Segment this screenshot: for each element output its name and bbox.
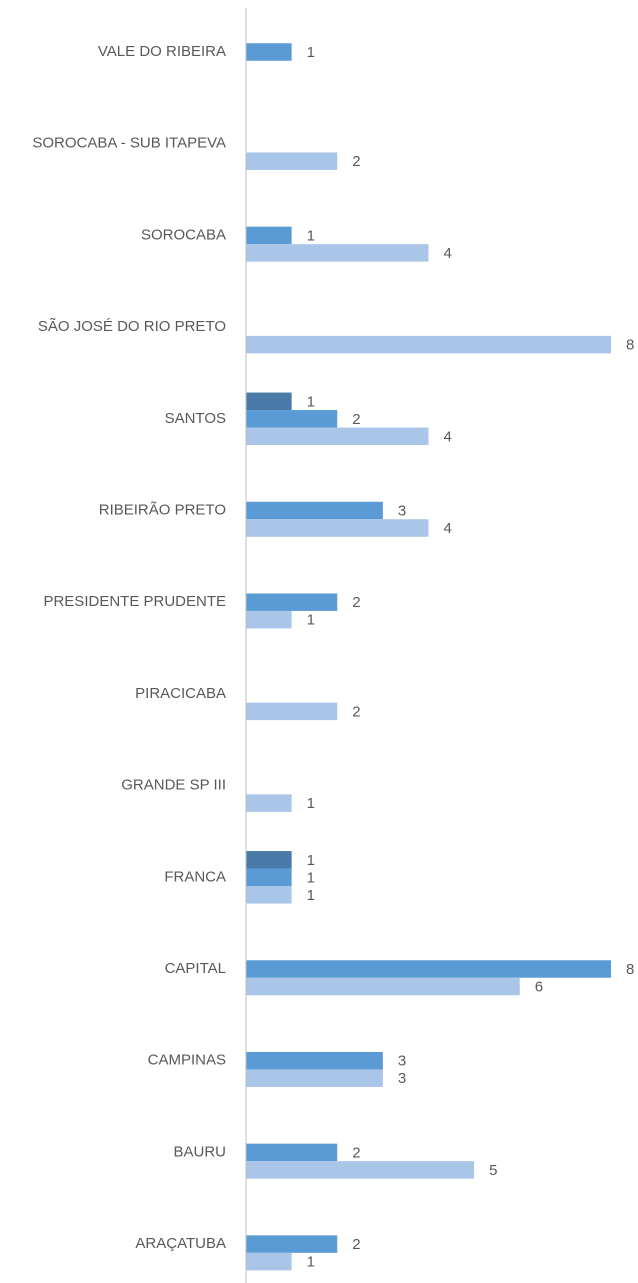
- data-label: 6: [535, 978, 543, 995]
- bar: [246, 702, 338, 721]
- y-tick-label: CAPITAL: [165, 960, 226, 977]
- y-tick-label: PIRACICABA: [135, 685, 226, 702]
- data-label: 8: [626, 337, 634, 354]
- data-label: 3: [398, 1053, 406, 1070]
- data-label: 2: [352, 153, 360, 170]
- bar: [246, 519, 429, 537]
- bar: [246, 610, 292, 629]
- bar: [246, 410, 338, 428]
- bar: [246, 886, 292, 904]
- y-tick-label: FRANCA: [164, 868, 226, 885]
- y-tick-label: CAMPINAS: [148, 1052, 226, 1069]
- data-label: 4: [444, 428, 452, 445]
- bar: [246, 868, 292, 887]
- bar: [246, 1252, 292, 1271]
- data-label: 1: [307, 869, 315, 886]
- bar: [246, 1069, 383, 1087]
- data-label: 2: [352, 703, 360, 720]
- bar: [246, 1143, 338, 1162]
- y-tick-label: VALE DO RIBEIRA: [98, 43, 226, 60]
- data-label: 1: [307, 795, 315, 812]
- y-tick-label: SOROCABA: [141, 226, 226, 243]
- y-tick-label: PRESIDENTE PRUDENTE: [43, 593, 226, 610]
- bar: [246, 1235, 338, 1253]
- data-label: 1: [307, 887, 315, 904]
- bar: [246, 226, 292, 245]
- data-label: 2: [352, 411, 360, 428]
- y-tick-label: ARAÇATUBA: [135, 1235, 226, 1252]
- bar: [246, 392, 292, 411]
- data-label: 2: [352, 1144, 360, 1161]
- data-label: 8: [626, 961, 634, 978]
- bar: [246, 960, 611, 978]
- bar: [246, 851, 292, 869]
- bar: [246, 794, 292, 812]
- bar: [246, 1161, 475, 1179]
- y-tick-label: RIBEIRÃO PRETO: [99, 501, 226, 518]
- y-tick-label: SOROCABA - SUB ITAPEVA: [32, 135, 226, 152]
- data-label: 4: [444, 520, 452, 537]
- data-label: 1: [307, 852, 315, 869]
- data-label: 3: [398, 502, 406, 519]
- data-label: 1: [307, 393, 315, 410]
- data-label: 2: [352, 594, 360, 611]
- data-label: 2: [352, 1236, 360, 1253]
- bar: [246, 1051, 383, 1070]
- bar: [246, 335, 611, 354]
- bar: [246, 427, 429, 446]
- y-tick-label: SÃO JOSÉ DO RIO PRETO: [38, 318, 226, 335]
- data-label: 5: [489, 1162, 497, 1179]
- bar: [246, 152, 338, 170]
- data-label: 1: [307, 44, 315, 61]
- y-tick-label: BAURU: [173, 1143, 226, 1160]
- bar: [246, 244, 429, 262]
- data-label: 4: [444, 245, 452, 262]
- bar: [246, 501, 383, 520]
- bar: [246, 593, 338, 611]
- y-tick-label: SANTOS: [165, 410, 226, 427]
- data-label: 1: [307, 612, 315, 629]
- data-label: 3: [398, 1070, 406, 1087]
- y-tick-label: GRANDE SP III: [121, 777, 226, 794]
- data-label: 1: [307, 1254, 315, 1271]
- bar: [246, 43, 292, 61]
- data-label: 1: [307, 227, 315, 244]
- bar: [246, 977, 520, 996]
